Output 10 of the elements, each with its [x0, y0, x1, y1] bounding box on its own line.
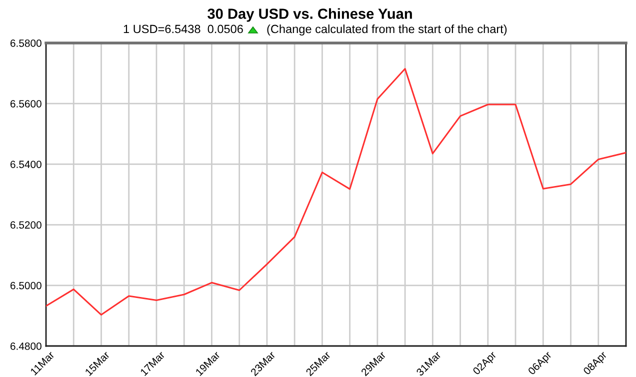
- chart-title: 30 Day USD vs. Chinese Yuan: [208, 8, 412, 22]
- y-tick-label: 6.5000: [10, 282, 42, 290]
- chart-subtitle: 1 USD=6.5438 0.0506: [124, 24, 243, 34]
- y-tick-label: 6.5400: [10, 160, 42, 168]
- y-tick-label: 6.5600: [10, 100, 42, 108]
- text: (Change calculated from the start of the chart): [267, 24, 507, 36]
- y-tick-label: 6.5800: [10, 40, 42, 47]
- line-series: [46, 68, 626, 316]
- y-tick-label: 6.4800: [10, 342, 42, 350]
- y-tick-label: 6.5200: [10, 221, 42, 229]
